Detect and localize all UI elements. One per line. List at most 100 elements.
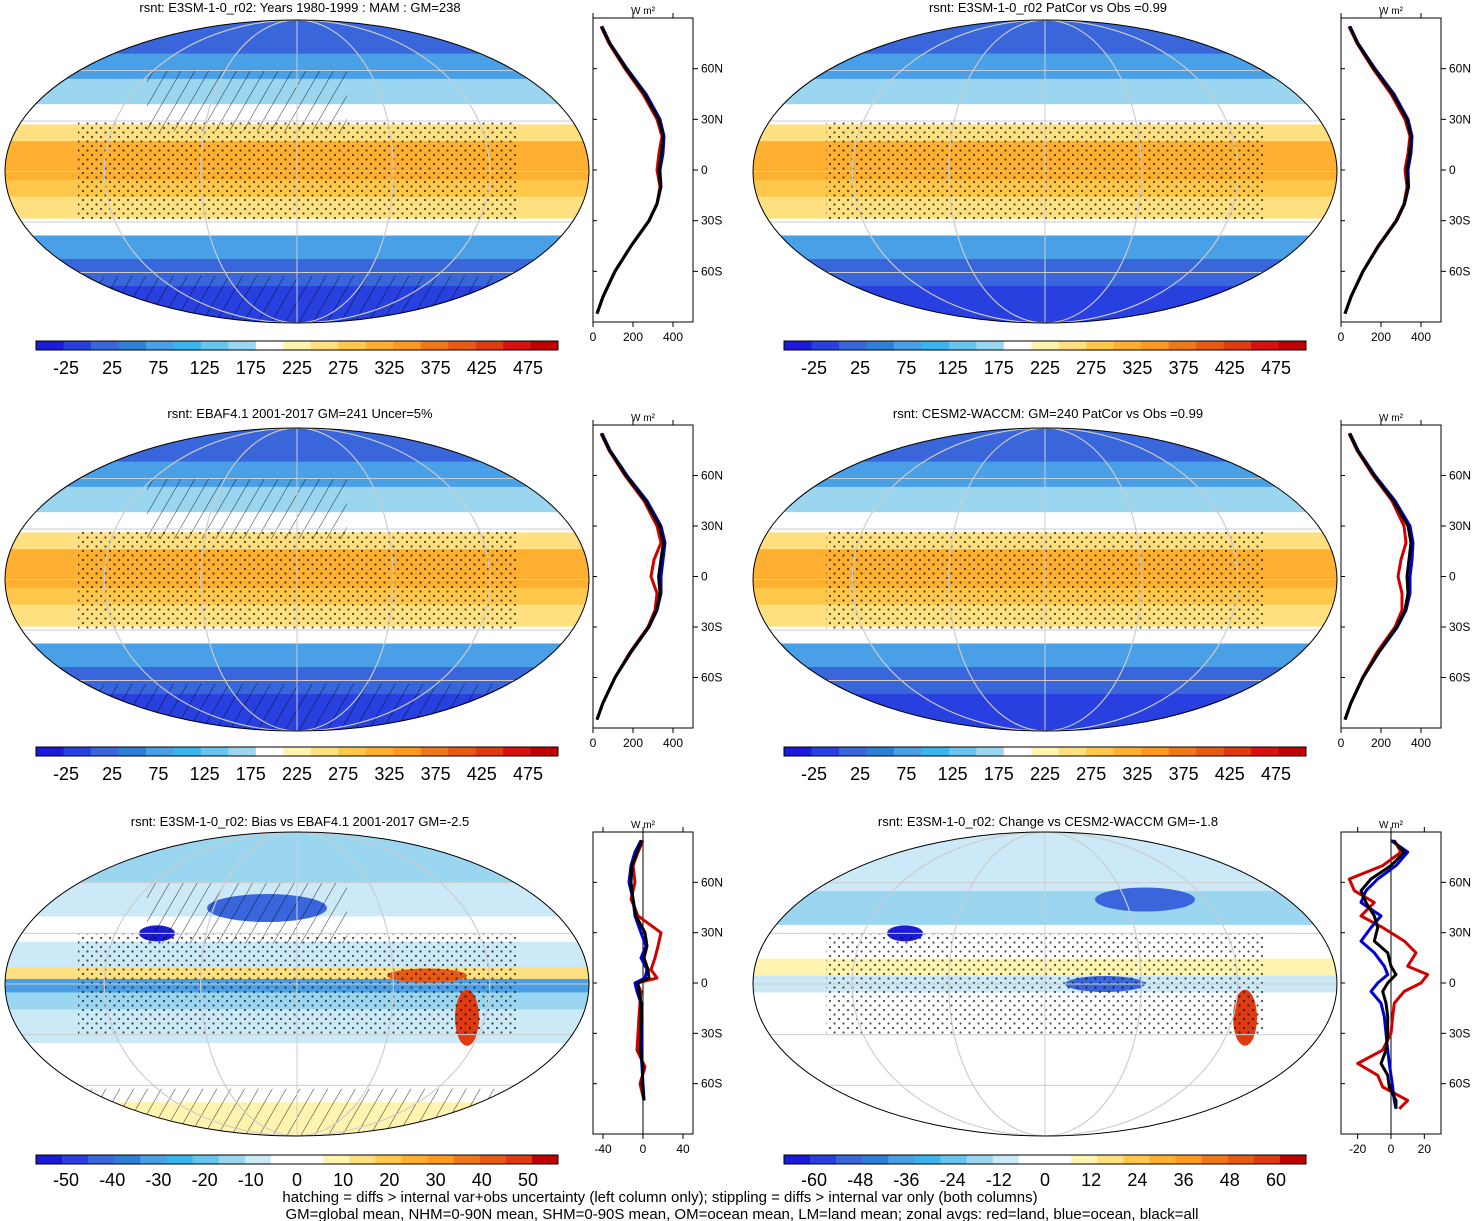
zonal-series-line: [1347, 839, 1430, 1110]
colorbar-swatch: [888, 1155, 915, 1164]
colorbar-swatch: [36, 1155, 63, 1164]
colorbar-tick-label: -48: [847, 1170, 873, 1190]
map-outline: [4, 427, 590, 732]
x-tick-label: 0: [1338, 736, 1345, 750]
colorbar-tick-label: -10: [238, 1170, 264, 1190]
colorbar-swatch: [1223, 341, 1252, 350]
colorbar-swatch: [1071, 1155, 1098, 1164]
colorbar-tick-label: -25: [801, 764, 827, 784]
lat-tick-label: 30S: [1449, 620, 1470, 634]
colorbar-tick-label: 275: [1076, 764, 1106, 784]
colorbar-tick-label: -30: [145, 1170, 171, 1190]
lat-tick-label: 0: [701, 570, 708, 584]
graticule: [5, 832, 589, 1136]
zonal-series-line: [1343, 25, 1412, 315]
colorbar-swatch: [401, 1155, 428, 1164]
x-tick-label: 0: [1338, 330, 1345, 344]
colorbar-tick-label: -25: [53, 764, 79, 784]
colorbar-swatch: [1113, 341, 1142, 350]
lat-tick-label: 30N: [701, 112, 723, 126]
colorbar-swatch: [448, 341, 476, 350]
colorbar-swatch: [192, 1155, 219, 1164]
colorbar-tick-label: 475: [1261, 358, 1291, 378]
map-field: [753, 428, 1337, 731]
colorbar-swatch: [297, 1155, 324, 1164]
colorbar-tick-label: 325: [374, 358, 404, 378]
x-tick-label: 400: [1411, 330, 1431, 344]
colorbar-swatch: [1003, 341, 1032, 350]
lat-tick-label: 0: [1449, 570, 1456, 584]
chart-panel: rsnt: EBAF4.1 2001-2017 GM=241 Uncer=5% -…: [4, 406, 723, 784]
colorbar-swatch: [173, 341, 202, 350]
colorbar-frame: [35, 1154, 559, 1165]
lat-tick-label: 60N: [1449, 875, 1471, 889]
colorbar-swatch: [145, 747, 174, 756]
meridian-line: [851, 832, 1239, 1136]
meridian-line: [103, 428, 491, 731]
meridian-line: [103, 20, 491, 323]
lat-tick-label: 0: [1449, 976, 1456, 990]
colorbar-tick-label: 75: [148, 358, 168, 378]
colorbar-swatch: [36, 341, 64, 350]
anomaly-blob: [1095, 887, 1195, 912]
panel-title: rsnt: E3SM-1-0_r02: Bias vs EBAF4.1 2001…: [131, 814, 470, 829]
colorbar-tick-label: 10: [333, 1170, 353, 1190]
zonal-plot: 60N 30N 0 30S 60S -40 0 40 W m²: [592, 820, 723, 1156]
zonal-frame: [592, 17, 694, 323]
colorbar-tick-label: 50: [518, 1170, 538, 1190]
colorbar-swatch: [118, 341, 147, 350]
colorbar-swatch: [62, 1155, 89, 1164]
colorbar-tick-label: 125: [190, 764, 220, 784]
zonal-series-line: [629, 839, 651, 1101]
chart-panel: rsnt: E3SM-1-0_r02: Bias vs EBAF4.1 2001…: [4, 814, 723, 1190]
meridian-line: [948, 20, 1142, 323]
colorbar-swatch: [1196, 747, 1224, 756]
colorbar-swatch: [1031, 341, 1060, 350]
colorbar-swatch: [310, 341, 339, 350]
colorbar-tick-label: 25: [102, 764, 122, 784]
colorbar-tick-label: 175: [236, 358, 266, 378]
chart-panel: rsnt: E3SM-1-0_r02: Change vs CESM2-WACC…: [752, 814, 1471, 1190]
colorbar-swatch: [1168, 747, 1197, 756]
colorbar-frame: [783, 746, 1307, 757]
colorbar-tick-label: 425: [1215, 358, 1245, 378]
lat-tick-label: 60S: [701, 264, 722, 278]
colorbar-tick-label: 24: [1127, 1170, 1147, 1190]
colorbar-tick-label: 75: [896, 358, 916, 378]
colorbar-swatch: [393, 747, 421, 756]
colorbar-swatch: [1113, 747, 1142, 756]
lat-tick-label: 30N: [1449, 926, 1471, 940]
meridian-line: [851, 428, 1239, 731]
colorbar-swatch: [1003, 747, 1032, 756]
colorbar-swatch: [36, 747, 64, 756]
x-tick-label: 40: [676, 1142, 690, 1156]
lat-tick-label: 30N: [1449, 519, 1471, 533]
colorbar-swatch: [63, 341, 92, 350]
footer-line1: hatching = diffs > internal var+obs unce…: [282, 1189, 1037, 1206]
chart-panel: rsnt: CESM2-WACCM: GM=240 PatCor vs Obs …: [752, 406, 1471, 784]
colorbar-tick-label: 0: [1040, 1170, 1050, 1190]
meridian-line: [200, 428, 394, 731]
map-outline: [4, 831, 590, 1137]
colorbar-swatch: [505, 1155, 533, 1164]
hatch-overlay: [147, 70, 347, 132]
lat-tick-label: 60N: [1449, 62, 1471, 76]
chart-panel: rsnt: E3SM-1-0_r02: Years 1980-1999 : MA…: [4, 0, 723, 378]
lat-tick-label: 30S: [701, 1026, 722, 1040]
lat-tick-label: 60S: [701, 1077, 722, 1091]
colorbar-swatch: [255, 747, 284, 756]
meridian-line: [200, 832, 394, 1136]
colorbar-swatch: [1278, 341, 1307, 350]
colorbar-swatch: [811, 747, 840, 756]
colorbar-swatch: [784, 747, 812, 756]
hatch-overlay: [147, 478, 347, 540]
colorbar-tick-label: 425: [467, 358, 497, 378]
zonal-plot: 60N 30N 0 30S 60S 0 200 400 W m²: [1338, 6, 1471, 344]
colorbar-swatch: [1149, 1155, 1176, 1164]
colorbar-swatch: [976, 747, 1005, 756]
lat-tick-label: 60S: [1449, 264, 1470, 278]
lat-tick-label: 30S: [701, 214, 722, 228]
graticule: [5, 20, 589, 323]
colorbar-swatch: [811, 341, 840, 350]
colorbar-swatch: [784, 1155, 811, 1164]
